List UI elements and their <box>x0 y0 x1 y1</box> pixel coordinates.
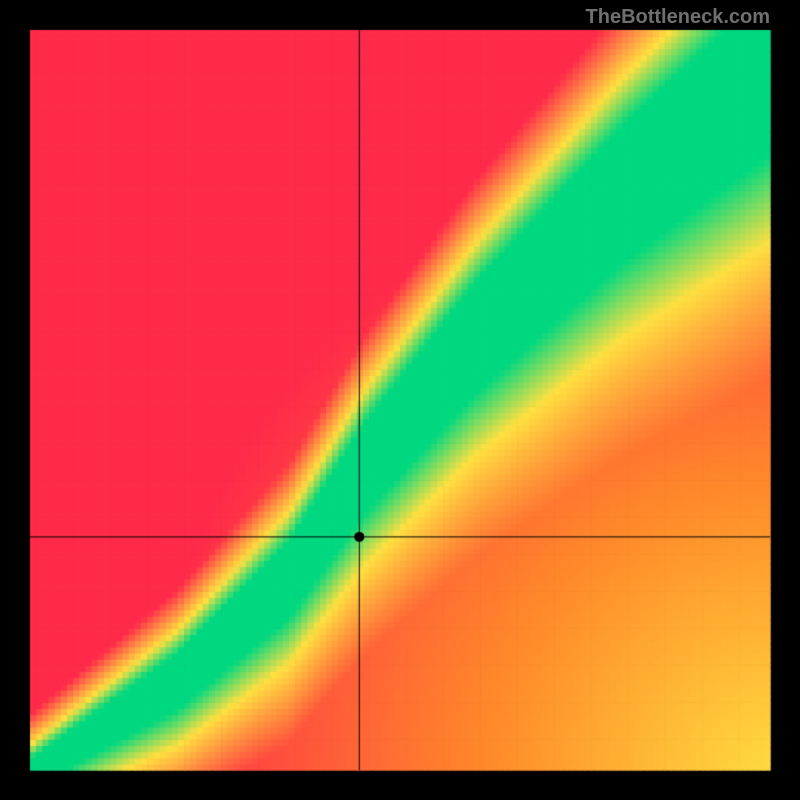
heatmap-canvas <box>0 0 800 800</box>
chart-container: TheBottleneck.com <box>0 0 800 800</box>
watermark-text: TheBottleneck.com <box>586 6 770 29</box>
